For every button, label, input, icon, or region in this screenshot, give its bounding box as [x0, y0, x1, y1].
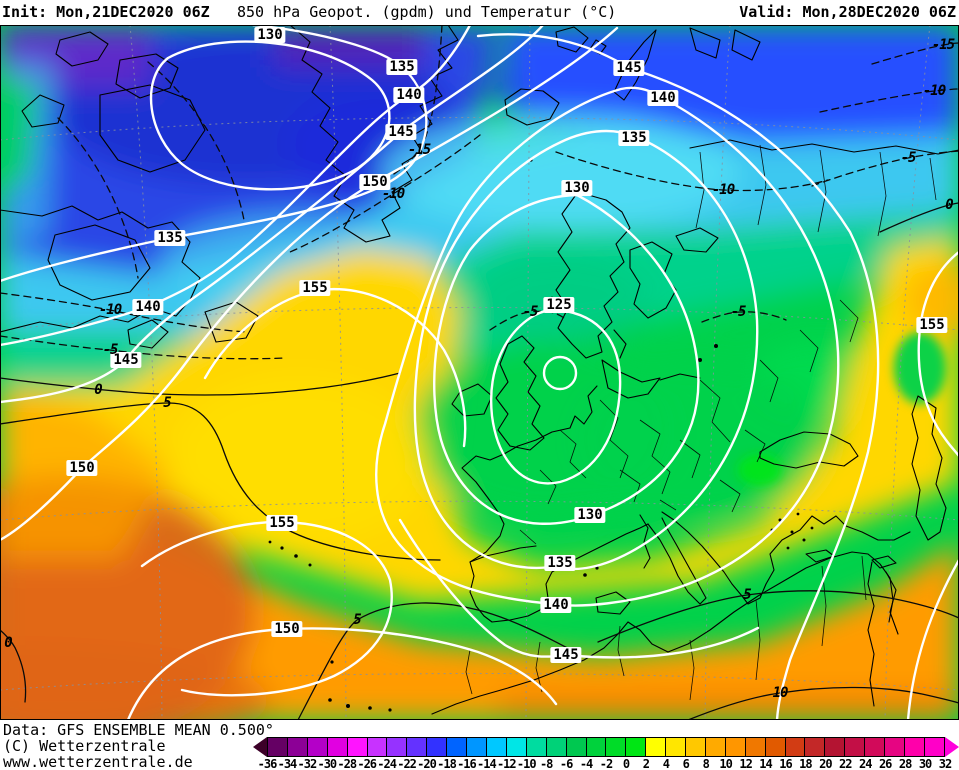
- temperature-scale-segment: [268, 738, 287, 756]
- colorbar-segments: [267, 737, 945, 757]
- website-line: www.wetterzentrale.de: [3, 753, 193, 770]
- temperature-scale-segment: [326, 738, 347, 756]
- colorbar-tick: -14: [477, 757, 497, 770]
- colorbar-tick: -22: [397, 757, 417, 770]
- temperature-scale-segment: [286, 738, 307, 756]
- colorbar-right-arrow-icon: [945, 737, 959, 757]
- footer-bar: Data: GFS ENSEMBLE MEAN 0.500° (C) Wette…: [0, 720, 959, 770]
- colorbar-tick: 30: [918, 757, 932, 770]
- temperature-colorbar: -36 -34 -32 -30 -28 -26 -24 -22 -20 -18 -16 -14 -12-…: [253, 737, 959, 770]
- temperature-scale-segment: [685, 738, 705, 756]
- colorbar-tick: 28: [898, 757, 912, 770]
- colorbar-tick: -30: [317, 757, 337, 770]
- colorbar-tick: 32: [938, 757, 952, 770]
- colorbar-tick-labels: -36 -34 -32 -30 -28 -26 -24 -22 -20 -18 -16 -14 -12-…: [253, 757, 959, 770]
- colorbar-tick: 20: [819, 757, 832, 770]
- copyright-line: (C) Wetterzentrale: [3, 737, 166, 755]
- colorbar-tick: 0: [622, 757, 630, 770]
- temperature-scale-segment: [844, 738, 865, 756]
- temperature-scale-segment: [923, 738, 944, 756]
- temperature-scale-segment: [485, 738, 506, 756]
- temperature-scale-segment: [565, 738, 586, 756]
- colorbar-tick: 2: [642, 757, 650, 770]
- temperature-scale-segment: [605, 738, 626, 756]
- colorbar-tick: -16: [457, 757, 477, 770]
- colorbar-tick: 18: [799, 757, 812, 770]
- colorbar-tick: -24: [377, 757, 397, 770]
- colorbar-tick: -32: [297, 757, 318, 770]
- temperature-scale-segment: [366, 738, 387, 756]
- colorbar-left-arrow-icon: [253, 737, 267, 757]
- temperature-scale-segment: [525, 738, 546, 756]
- temperature-contours-positive: [0, 202, 959, 720]
- temperature-scale-segment: [744, 738, 765, 756]
- temperature-scale-segment: [704, 738, 725, 756]
- temperature-scale-segment: [545, 738, 566, 756]
- temperature-scale-segment: [784, 738, 805, 756]
- temperature-scale-segment: [625, 738, 646, 756]
- map-title: 850 hPa Geopot. (gpdm) und Temperatur (°…: [237, 3, 617, 21]
- colorbar-tick: -12: [496, 757, 517, 770]
- coastlines: [0, 25, 959, 715]
- colorbar-tick: 8: [702, 757, 710, 770]
- init-datetime: Init: Mon,21DEC2020 06Z: [2, 3, 210, 21]
- colorbar-tick: -20: [417, 757, 437, 770]
- colorbar-tick: 22: [839, 757, 852, 770]
- colorbar-tick: -18: [437, 757, 457, 770]
- colorbar-tick: -26: [357, 757, 377, 770]
- valid-datetime: Valid: Mon,28DEC2020 06Z: [739, 3, 956, 21]
- temperature-scale-segment: [426, 738, 447, 756]
- colorbar-tick: -34: [277, 757, 298, 770]
- colorbar-tick: -28: [337, 757, 357, 770]
- temperature-scale-segment: [864, 738, 885, 756]
- borders: [465, 144, 937, 701]
- colorbar-tick: -4: [579, 757, 593, 770]
- header-bar: Init: Mon,21DEC2020 06Z 850 hPa Geopot. …: [0, 0, 959, 25]
- colorbar-tick: -10: [516, 757, 537, 770]
- colorbar-tick: -2: [599, 757, 613, 770]
- temperature-scale-segment: [824, 738, 845, 756]
- temperature-scale-segment: [804, 738, 825, 756]
- colorbar-tick: 16: [779, 757, 792, 770]
- temperature-scale-segment: [585, 738, 606, 756]
- geopotential-contours: [0, 25, 959, 720]
- temperature-scale-segment: [386, 738, 407, 756]
- colorbar-tick: -8: [539, 757, 553, 770]
- temperature-scale-segment: [466, 738, 486, 756]
- colorbar-tick: 26: [878, 757, 892, 770]
- temperature-scale-segment: [724, 738, 745, 756]
- colorbar-tick: -36: [257, 757, 278, 770]
- colorbar-tick: 12: [739, 757, 752, 770]
- colorbar-tick: -6: [559, 757, 573, 770]
- colorbar-tick: 24: [859, 757, 872, 770]
- colorbar-tick: 10: [719, 757, 732, 770]
- colorbar-tick: 6: [682, 757, 690, 770]
- temperature-scale-segment: [884, 738, 904, 756]
- colorbar-tick: 14: [759, 757, 772, 770]
- data-source-line: Data: GFS ENSEMBLE MEAN 0.500°: [3, 721, 274, 739]
- temperature-scale-segment: [346, 738, 367, 756]
- temperature-scale-segment: [904, 738, 924, 756]
- small-islands: [268, 158, 814, 712]
- temperature-scale-segment: [505, 738, 526, 756]
- temperature-scale-segment: [306, 738, 327, 756]
- temperature-scale-segment: [406, 738, 427, 756]
- temperature-scale-segment: [764, 738, 785, 756]
- temperature-scale-segment: [645, 738, 666, 756]
- temperature-scale-segment: [665, 738, 686, 756]
- temperature-scale-segment: [446, 738, 467, 756]
- colorbar-tick: 4: [662, 757, 670, 770]
